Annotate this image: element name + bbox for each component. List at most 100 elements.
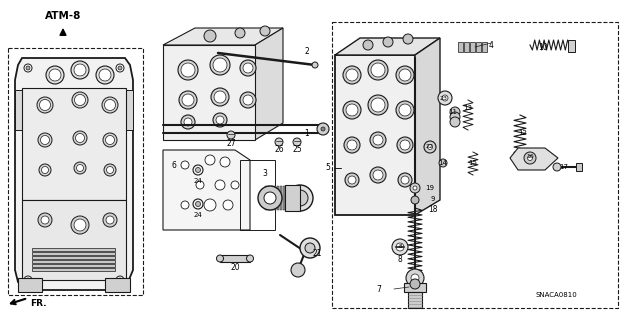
- Circle shape: [37, 97, 53, 113]
- Circle shape: [215, 180, 225, 190]
- Circle shape: [243, 95, 253, 105]
- Circle shape: [74, 219, 86, 231]
- Circle shape: [373, 135, 383, 145]
- Circle shape: [102, 97, 118, 113]
- Polygon shape: [265, 186, 267, 210]
- Polygon shape: [280, 186, 282, 210]
- Circle shape: [231, 181, 239, 189]
- Polygon shape: [283, 186, 285, 210]
- Polygon shape: [408, 292, 422, 308]
- Circle shape: [553, 163, 561, 171]
- Polygon shape: [476, 42, 481, 52]
- Circle shape: [442, 95, 448, 101]
- Circle shape: [383, 37, 393, 47]
- Circle shape: [293, 138, 301, 146]
- Circle shape: [116, 276, 124, 284]
- Polygon shape: [32, 252, 115, 255]
- Circle shape: [370, 167, 386, 183]
- Circle shape: [527, 155, 532, 160]
- Circle shape: [287, 185, 313, 211]
- Circle shape: [439, 159, 447, 167]
- Text: 19: 19: [426, 185, 435, 191]
- Text: 18: 18: [428, 204, 438, 213]
- Polygon shape: [22, 200, 126, 280]
- Circle shape: [317, 123, 329, 135]
- Circle shape: [24, 276, 32, 284]
- Polygon shape: [32, 260, 115, 263]
- Polygon shape: [332, 22, 618, 308]
- Circle shape: [38, 133, 52, 147]
- Text: 4: 4: [488, 41, 493, 49]
- Circle shape: [371, 63, 385, 77]
- Circle shape: [450, 117, 460, 127]
- Circle shape: [406, 269, 424, 287]
- Circle shape: [204, 199, 216, 211]
- Circle shape: [213, 58, 227, 72]
- Circle shape: [181, 201, 189, 209]
- Circle shape: [346, 69, 358, 81]
- Circle shape: [220, 157, 230, 167]
- Text: 17: 17: [559, 164, 568, 170]
- Text: 24: 24: [194, 212, 202, 218]
- Circle shape: [103, 213, 117, 227]
- Circle shape: [106, 216, 114, 224]
- Text: 20: 20: [230, 263, 240, 272]
- Circle shape: [118, 66, 122, 70]
- Circle shape: [399, 104, 411, 116]
- Circle shape: [204, 30, 216, 42]
- Circle shape: [179, 91, 197, 109]
- Circle shape: [223, 200, 233, 210]
- Circle shape: [428, 145, 433, 150]
- Polygon shape: [15, 58, 133, 290]
- Text: 9: 9: [431, 196, 435, 202]
- Circle shape: [49, 69, 61, 81]
- Circle shape: [343, 66, 361, 84]
- Circle shape: [292, 190, 308, 206]
- Circle shape: [195, 202, 200, 206]
- Text: 22: 22: [425, 145, 433, 150]
- Circle shape: [396, 101, 414, 119]
- Text: 13: 13: [463, 105, 472, 111]
- Circle shape: [213, 113, 227, 127]
- Circle shape: [347, 140, 357, 150]
- Circle shape: [196, 181, 204, 189]
- Polygon shape: [277, 186, 279, 210]
- Text: 26: 26: [274, 145, 284, 154]
- Polygon shape: [285, 185, 300, 211]
- Text: 5: 5: [325, 164, 330, 173]
- Text: 21: 21: [312, 249, 322, 257]
- Circle shape: [210, 55, 230, 75]
- Circle shape: [344, 137, 360, 153]
- Text: 8: 8: [397, 256, 403, 264]
- Text: 23: 23: [440, 95, 448, 100]
- Circle shape: [39, 164, 51, 176]
- Polygon shape: [335, 55, 415, 215]
- Polygon shape: [163, 45, 255, 140]
- Polygon shape: [482, 42, 487, 52]
- Circle shape: [370, 132, 386, 148]
- Circle shape: [411, 274, 419, 282]
- Circle shape: [438, 91, 452, 105]
- Text: 14: 14: [438, 160, 447, 166]
- Polygon shape: [335, 38, 440, 55]
- Circle shape: [227, 131, 235, 139]
- Circle shape: [38, 213, 52, 227]
- Polygon shape: [268, 186, 270, 210]
- Polygon shape: [271, 186, 273, 210]
- Circle shape: [346, 104, 358, 116]
- Circle shape: [74, 162, 86, 174]
- Circle shape: [397, 137, 413, 153]
- Polygon shape: [286, 186, 288, 210]
- Text: 25: 25: [292, 145, 302, 154]
- Circle shape: [371, 98, 385, 112]
- Circle shape: [240, 60, 256, 76]
- Circle shape: [106, 167, 113, 174]
- Circle shape: [345, 173, 359, 187]
- Circle shape: [363, 40, 373, 50]
- Circle shape: [40, 136, 49, 145]
- Circle shape: [41, 216, 49, 224]
- Circle shape: [400, 140, 410, 150]
- Polygon shape: [22, 88, 126, 200]
- Circle shape: [99, 69, 111, 81]
- Circle shape: [264, 192, 276, 204]
